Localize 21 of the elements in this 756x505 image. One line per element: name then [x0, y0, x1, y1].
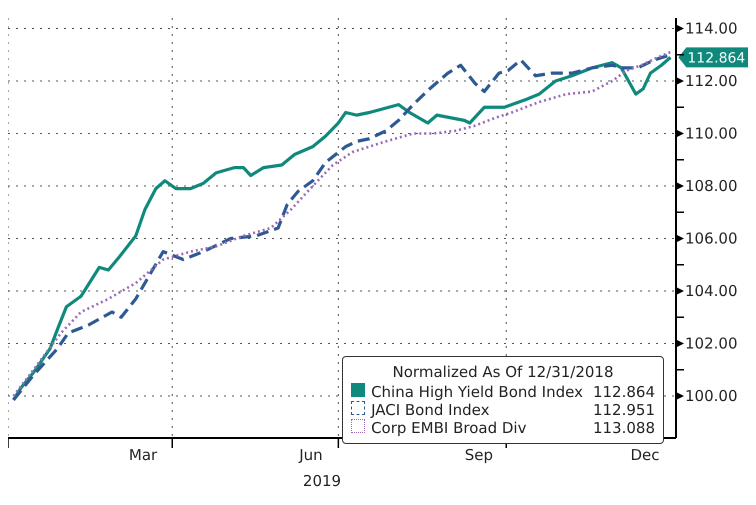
y-tick-label: 100.00 [685, 387, 738, 405]
x-axis-title: 2019 [302, 472, 342, 490]
legend-label: JACI Bond Index [369, 401, 490, 419]
y-tick-label: 106.00 [685, 230, 738, 248]
legend-label: Corp EMBI Broad Div [370, 419, 528, 437]
y-tick-label: 102.00 [685, 334, 738, 352]
x-tick-label: Sep [464, 446, 494, 464]
annotation: 112.864 [592, 383, 655, 401]
x-tick-label: Dec [630, 446, 660, 464]
y-tick-label: 108.00 [685, 177, 738, 195]
x-tick-label: Mar [128, 446, 158, 464]
y-tick-label: 114.00 [685, 20, 738, 38]
legend-label: China High Yield Bond Index [370, 383, 583, 401]
y-tick-label: 110.00 [685, 124, 738, 142]
y-tick-label: 104.00 [685, 282, 738, 300]
x-tick-label: Jun [298, 446, 323, 464]
y-tick-label: 112.00 [685, 72, 738, 90]
annotation: 112.864 [687, 50, 746, 66]
annotation: 112.951 [592, 401, 655, 419]
legend-title: Normalized As Of 12/31/2018 [392, 363, 615, 381]
annotation: 113.088 [592, 419, 655, 437]
